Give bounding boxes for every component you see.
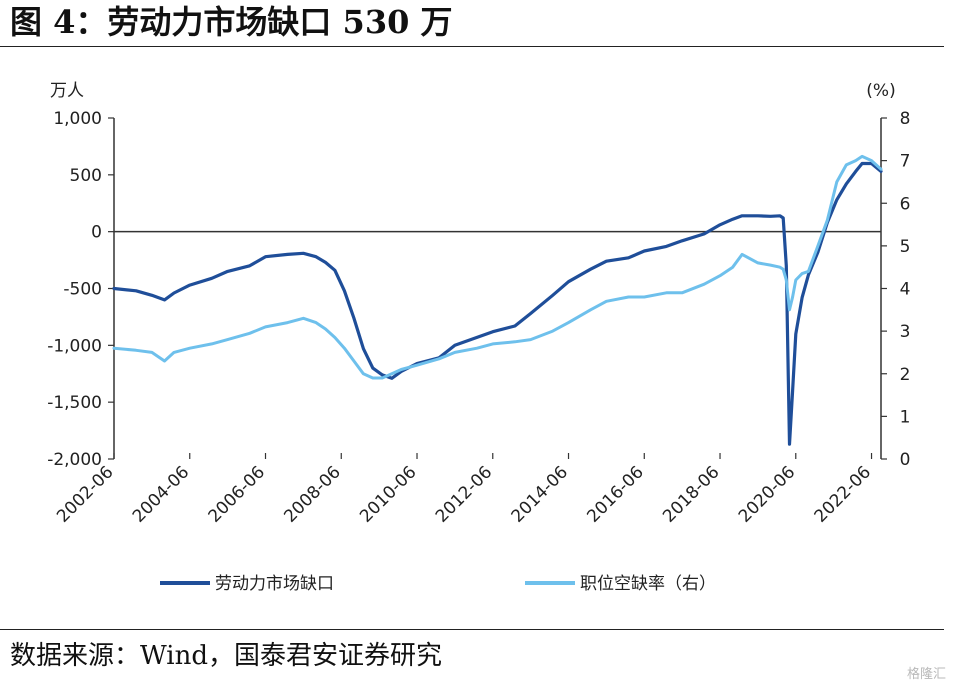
right-tick-label: 7 (900, 152, 911, 172)
title-divider (0, 46, 944, 47)
source-note: 数据来源：Wind，国泰君安证券研究 (10, 641, 442, 671)
left-tick-label: -1,500 (47, 393, 102, 413)
source-divider (0, 629, 944, 630)
x-tick-label: 2016-06 (583, 462, 647, 526)
right-tick-label: 5 (900, 237, 911, 257)
x-tick-label: 2004-06 (129, 462, 193, 526)
right-tick-label: 0 (900, 450, 911, 470)
series-layer (112, 154, 883, 446)
left-tick-label: 500 (70, 166, 102, 186)
left-tick-label: 0 (91, 223, 102, 243)
figure-title: 图 4：劳动力市场缺口 530 万 (10, 3, 453, 41)
x-tick-label: 2018-06 (659, 462, 723, 526)
x-tick-label: 2012-06 (432, 462, 496, 526)
x-tick-label: 2022-06 (811, 462, 875, 526)
axes-layer: 1,000 500 0 -500 -1,000 -1,500 -2,000 8 7 6 5 4 3 2 1 0… (47, 81, 910, 527)
left-axis-unit-label: 万人 (50, 81, 84, 101)
legend-label-vacancy-rate: 职位空缺率（右） (580, 574, 716, 594)
right-tick-label: 2 (900, 365, 911, 385)
legend-label-labor-gap: 劳动力市场缺口 (215, 574, 334, 594)
left-tick-label: -2,000 (47, 450, 102, 470)
legend: 劳动力市场缺口 职位空缺率（右） (160, 574, 716, 594)
left-tick-label: -1,000 (47, 336, 102, 356)
right-tick-label: 6 (900, 194, 911, 214)
right-tick-label: 3 (900, 322, 911, 342)
right-tick-label: 8 (900, 109, 911, 129)
left-tick-label: -500 (63, 280, 102, 300)
series-line-vacancy-rate (112, 154, 883, 380)
right-tick-label: 1 (900, 407, 911, 427)
watermark-logo: 格隆汇 (906, 667, 946, 682)
right-tick-label: 4 (900, 280, 911, 300)
x-tick-label: 2010-06 (356, 462, 420, 526)
series-line-labor-gap (112, 161, 883, 446)
x-tick-label: 2006-06 (205, 462, 269, 526)
line-chart: 1,000 500 0 -500 -1,000 -1,500 -2,000 8 7 6 5 4 3 2 1 0… (47, 81, 910, 594)
x-tick-label: 2014-06 (508, 462, 572, 526)
x-tick-label: 2020-06 (735, 462, 799, 526)
left-tick-label: 1,000 (53, 109, 102, 129)
x-tick-label: 2008-06 (280, 462, 344, 526)
x-tick-label: 2002-06 (53, 462, 117, 526)
right-axis-unit-label: (%) (866, 81, 895, 101)
